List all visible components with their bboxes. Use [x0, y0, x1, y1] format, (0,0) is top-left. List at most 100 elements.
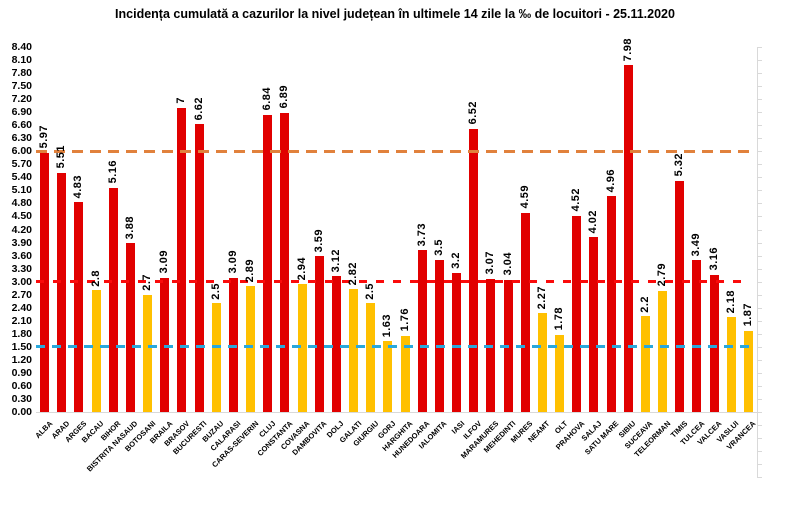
right-axis-tick [758, 190, 762, 192]
bar-bucuresti [194, 124, 204, 412]
y-tick-label: 4.20 [11, 223, 32, 236]
bar-valcea [709, 274, 719, 412]
y-tick-label: 1.50 [11, 340, 32, 353]
y-tick-label: 4.80 [11, 197, 32, 210]
bar-cluj [263, 114, 273, 412]
bar-vaslui [726, 317, 736, 412]
bar-value-label: 6.84 [261, 87, 274, 111]
chart-title: Incidența cumulată a cazurilor la nivel … [115, 7, 675, 21]
bar-value-label: 2.7 [141, 273, 154, 291]
y-tick-label: 3.30 [11, 262, 32, 275]
bar-value-label: 5.32 [673, 153, 686, 177]
y-tick-label: 5.40 [11, 171, 32, 184]
bar-value-label: 3.5 [432, 239, 445, 256]
bar-satu-mare [606, 196, 616, 412]
bar-value-label: 3.09 [226, 250, 239, 274]
y-tick-label: 0.60 [11, 379, 32, 392]
right-axis-tick [758, 203, 762, 205]
bar-mures [520, 212, 530, 412]
right-axis-tick [758, 451, 762, 453]
y-tick-label: 0.30 [11, 392, 32, 405]
bar-value-label: 4.83 [72, 174, 85, 199]
right-axis-tick [758, 177, 762, 179]
bar-prahova [572, 215, 582, 412]
bar-buzau [211, 303, 221, 412]
y-tick-label: 2.70 [11, 288, 32, 301]
bar-ilfov [469, 128, 479, 412]
bar-value-label: 3.04 [501, 252, 514, 276]
y-tick-label: 1.80 [11, 327, 32, 340]
bar-value-label: 2.8 [89, 269, 102, 287]
right-axis-tick [758, 112, 762, 114]
bar-giurgiu [366, 303, 376, 412]
bar-value-label: 2.94 [295, 256, 308, 281]
bar-vrancea [743, 330, 753, 412]
right-axis-tick [758, 138, 762, 140]
right-axis-tick [758, 47, 762, 48]
right-axis-tick [758, 359, 762, 361]
bar-value-label: 4.02 [587, 209, 600, 234]
plot-area: 5.97 5.51 4.83 2.8 5.16 3.88 2.7 3.09 7 6.62 2.5 3.… [36, 38, 757, 413]
bar-braila [160, 277, 170, 412]
bar-value-label: 3.73 [415, 222, 428, 246]
right-axis-tick [758, 73, 762, 75]
bar-value-label: 2.27 [535, 285, 548, 310]
bar-value-label: 2.5 [209, 282, 222, 300]
right-axis-tick [758, 255, 762, 257]
y-tick-label: 5.70 [11, 158, 32, 171]
bar-value-label: 1.63 [381, 313, 394, 338]
y-tick-label: 2.40 [11, 301, 32, 314]
bar-gorj [383, 341, 393, 412]
bar-value-label: 3.12 [329, 249, 342, 273]
y-tick-label: 2.10 [11, 314, 32, 327]
bar-harghita [400, 335, 410, 412]
right-axis-tick [758, 281, 762, 283]
bar-value-label: 3.2 [450, 252, 463, 269]
bar-value-label: 5.51 [55, 145, 68, 169]
right-axis-tick [758, 125, 762, 127]
y-tick-label: 4.50 [11, 210, 32, 223]
bar-value-label: 2.82 [347, 262, 360, 286]
y-tick-label: 1.20 [11, 353, 32, 366]
bar-salaj [589, 237, 599, 412]
bar-bacau [91, 290, 101, 412]
right-axis-line [757, 47, 762, 479]
bar-tulcea [692, 260, 702, 412]
y-tick-label: 8.40 [11, 41, 32, 53]
y-tick-label: 0.00 [11, 406, 32, 418]
bar-value-label: 2.2 [638, 295, 651, 313]
bar-dolj [331, 276, 341, 412]
right-axis-tick [758, 412, 762, 413]
bar-teleorman [658, 290, 668, 412]
right-axis-tick [758, 86, 762, 88]
right-axis-tick [758, 99, 762, 101]
bar-value-label: 3.49 [690, 232, 703, 257]
right-axis-tick [758, 398, 762, 400]
right-axis-tick [758, 464, 762, 466]
bar-brasov [177, 107, 187, 412]
bar-iasi [452, 272, 462, 412]
bar-value-label: 3.07 [484, 251, 497, 275]
bar-sibiu [623, 65, 633, 412]
right-axis-tick [758, 438, 762, 440]
right-axis-tick [758, 151, 762, 153]
bar-value-label: 2.18 [724, 289, 737, 314]
bar-ialomita [434, 259, 444, 412]
bar-value-label: 2.5 [364, 282, 377, 300]
red-dashed-line [36, 280, 749, 284]
right-axis-tick [758, 216, 762, 218]
bar-value-label: 7 [175, 97, 188, 104]
bar-timis [675, 180, 685, 412]
right-axis-tick [758, 307, 762, 309]
bar-value-label: 7.98 [621, 37, 634, 62]
y-tick-label: 7.20 [11, 93, 32, 106]
orange-dashed-line [36, 149, 749, 153]
y-tick-label: 3.00 [11, 275, 32, 288]
y-tick-label: 7.50 [11, 80, 32, 93]
y-tick-label: 6.60 [11, 119, 32, 132]
right-axis-tick [758, 385, 762, 387]
bar-value-label: 2.89 [244, 259, 257, 283]
bar-value-label: 4.59 [518, 185, 531, 209]
bar-botosani [143, 294, 153, 412]
